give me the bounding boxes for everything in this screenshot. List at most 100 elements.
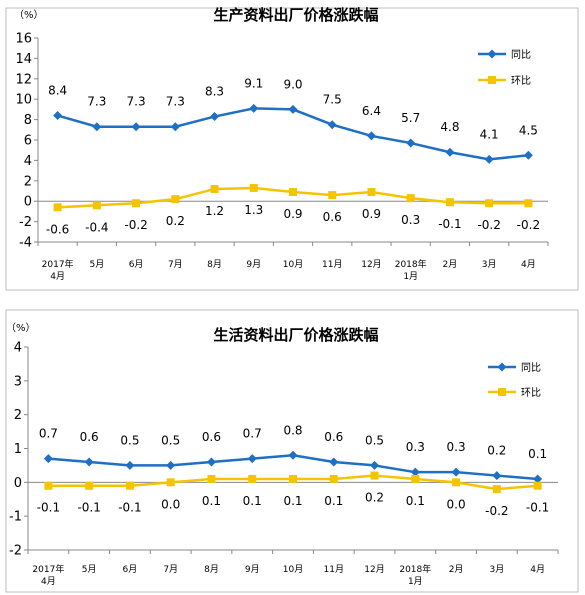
data-label: 0.3 — [406, 440, 425, 454]
data-label: -0.6 — [46, 222, 69, 236]
data-label: 0.1 — [202, 494, 221, 508]
data-point — [166, 478, 175, 487]
data-point — [366, 131, 376, 141]
data-point — [492, 485, 501, 494]
x-tick-label-line: 12月 — [364, 564, 384, 575]
data-point — [288, 104, 298, 114]
data-point — [328, 191, 337, 200]
data-point — [370, 460, 380, 470]
x-tick-label: 10月 — [283, 564, 303, 575]
x-tick-label: 6月 — [129, 259, 144, 270]
legend-marker — [488, 76, 496, 84]
x-tick-label: 11月 — [322, 259, 342, 270]
data-point — [92, 122, 102, 132]
data-point — [492, 471, 502, 481]
data-label: 0.6 — [323, 210, 342, 224]
data-point — [131, 122, 141, 132]
x-tick-label-line: 4月 — [530, 564, 545, 575]
data-point — [327, 120, 337, 130]
y-tick-label: 2 — [24, 174, 32, 189]
x-tick-label: 2017年 4月 — [42, 258, 74, 282]
x-tick-label-line: 2月 — [449, 564, 464, 575]
data-point — [484, 154, 494, 164]
x-tick-label-line: 1月 — [408, 576, 423, 587]
x-tick-label: 9月 — [245, 564, 260, 575]
data-point — [84, 457, 94, 467]
legend-marker — [497, 362, 507, 372]
x-tick-label-line: 6月 — [129, 259, 144, 270]
y-tick-label: -2 — [9, 544, 22, 559]
legend-marker — [498, 388, 506, 396]
data-point — [289, 188, 297, 197]
data-point — [524, 199, 533, 208]
data-point — [452, 478, 461, 487]
y-tick-label: 12 — [15, 72, 32, 87]
y-axis-unit: （%） — [6, 322, 36, 334]
data-label: 4.5 — [519, 123, 538, 137]
x-tick-label-line: 10月 — [283, 259, 303, 270]
y-tick-label: 1 — [14, 442, 22, 457]
y-tick-label: -1 — [9, 510, 22, 525]
data-label: 7.5 — [323, 93, 342, 107]
x-tick-label-line: 2018年 — [399, 563, 431, 575]
data-label: 7.3 — [166, 95, 185, 109]
x-tick-label-line: 11月 — [324, 564, 344, 575]
x-tick-label-line: 2017年 — [42, 258, 74, 270]
y-tick-label: 8 — [24, 113, 32, 128]
data-label: 0.5 — [365, 433, 384, 447]
data-point — [210, 184, 219, 193]
x-tick-label-line: 8月 — [207, 259, 222, 270]
data-point — [207, 474, 216, 483]
y-axis-unit: （%） — [14, 9, 44, 21]
x-tick-label-line: 10月 — [283, 564, 303, 575]
data-label: 0.2 — [365, 491, 384, 505]
y-tick-label: -4 — [19, 236, 32, 251]
data-label: 0.8 — [283, 423, 302, 437]
x-tick-label-line: 4月 — [41, 576, 56, 587]
data-point — [445, 147, 455, 157]
data-point — [171, 195, 180, 204]
data-label: -0.1 — [37, 501, 60, 515]
x-tick-label-line: 2月 — [443, 259, 458, 270]
y-tick-label: 0 — [14, 476, 22, 491]
data-label: -0.1 — [77, 501, 100, 515]
x-tick-label: 4月 — [530, 564, 545, 575]
data-point — [410, 467, 420, 477]
data-label: 0.0 — [447, 497, 466, 511]
x-tick-label-line: 1月 — [403, 271, 418, 282]
data-label: 0.1 — [283, 494, 302, 508]
data-point — [125, 460, 135, 470]
y-tick-label: 4 — [14, 341, 22, 356]
x-tick-label-line: 7月 — [168, 259, 183, 270]
data-label: 0.3 — [447, 440, 466, 454]
data-label: 0.1 — [406, 494, 425, 508]
y-tick-label: 3 — [14, 374, 22, 389]
data-point — [533, 474, 543, 484]
x-tick-label: 2018年 1月 — [395, 258, 427, 282]
data-point — [288, 450, 298, 460]
x-tick-label-line: 6月 — [123, 564, 138, 575]
x-tick-label: 2月 — [449, 564, 464, 575]
data-label: 8.3 — [205, 85, 224, 99]
data-label: 0.5 — [120, 433, 139, 447]
data-label: 5.7 — [401, 111, 420, 125]
y-tick-label: 14 — [15, 52, 32, 67]
data-label: -0.4 — [85, 220, 108, 234]
data-point — [406, 194, 415, 203]
x-tick-label-line: 3月 — [482, 259, 497, 270]
data-label: 0.5 — [161, 433, 180, 447]
x-tick-label: 6月 — [123, 564, 138, 575]
data-point — [125, 481, 134, 490]
x-tick-label: 3月 — [482, 259, 497, 270]
chart-frame — [5, 309, 579, 593]
data-point — [485, 199, 494, 208]
x-tick-label: 3月 — [489, 564, 504, 575]
x-tick-label-line: 4月 — [50, 271, 65, 282]
data-point — [170, 122, 180, 132]
data-point — [367, 188, 376, 197]
chart-title: 生活资料出厂价格涨跌幅 — [213, 326, 378, 344]
data-point — [53, 203, 62, 212]
data-point — [451, 467, 461, 477]
